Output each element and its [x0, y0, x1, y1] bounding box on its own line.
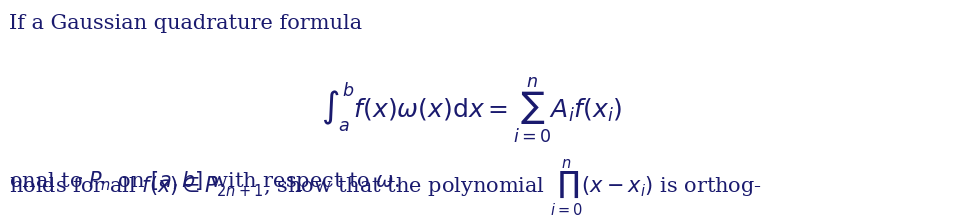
Text: $\int_{a}^{b} f(x)\omega(x)\mathrm{d}x = \sum_{i=0}^{n} A_i f(x_i)$: $\int_{a}^{b} f(x)\omega(x)\mathrm{d}x =… — [322, 75, 622, 145]
Text: onal to $P_n$ on $[a, b]$ with respect to $\omega$.: onal to $P_n$ on $[a, b]$ with respect t… — [10, 169, 400, 193]
Text: holds for all $f(x) \in P_{2n+1}$, show that the polynomial $\prod_{i=0}^{n}(x -: holds for all $f(x) \in P_{2n+1}$, show … — [10, 157, 762, 218]
Text: If a Gaussian quadrature formula: If a Gaussian quadrature formula — [10, 14, 363, 33]
